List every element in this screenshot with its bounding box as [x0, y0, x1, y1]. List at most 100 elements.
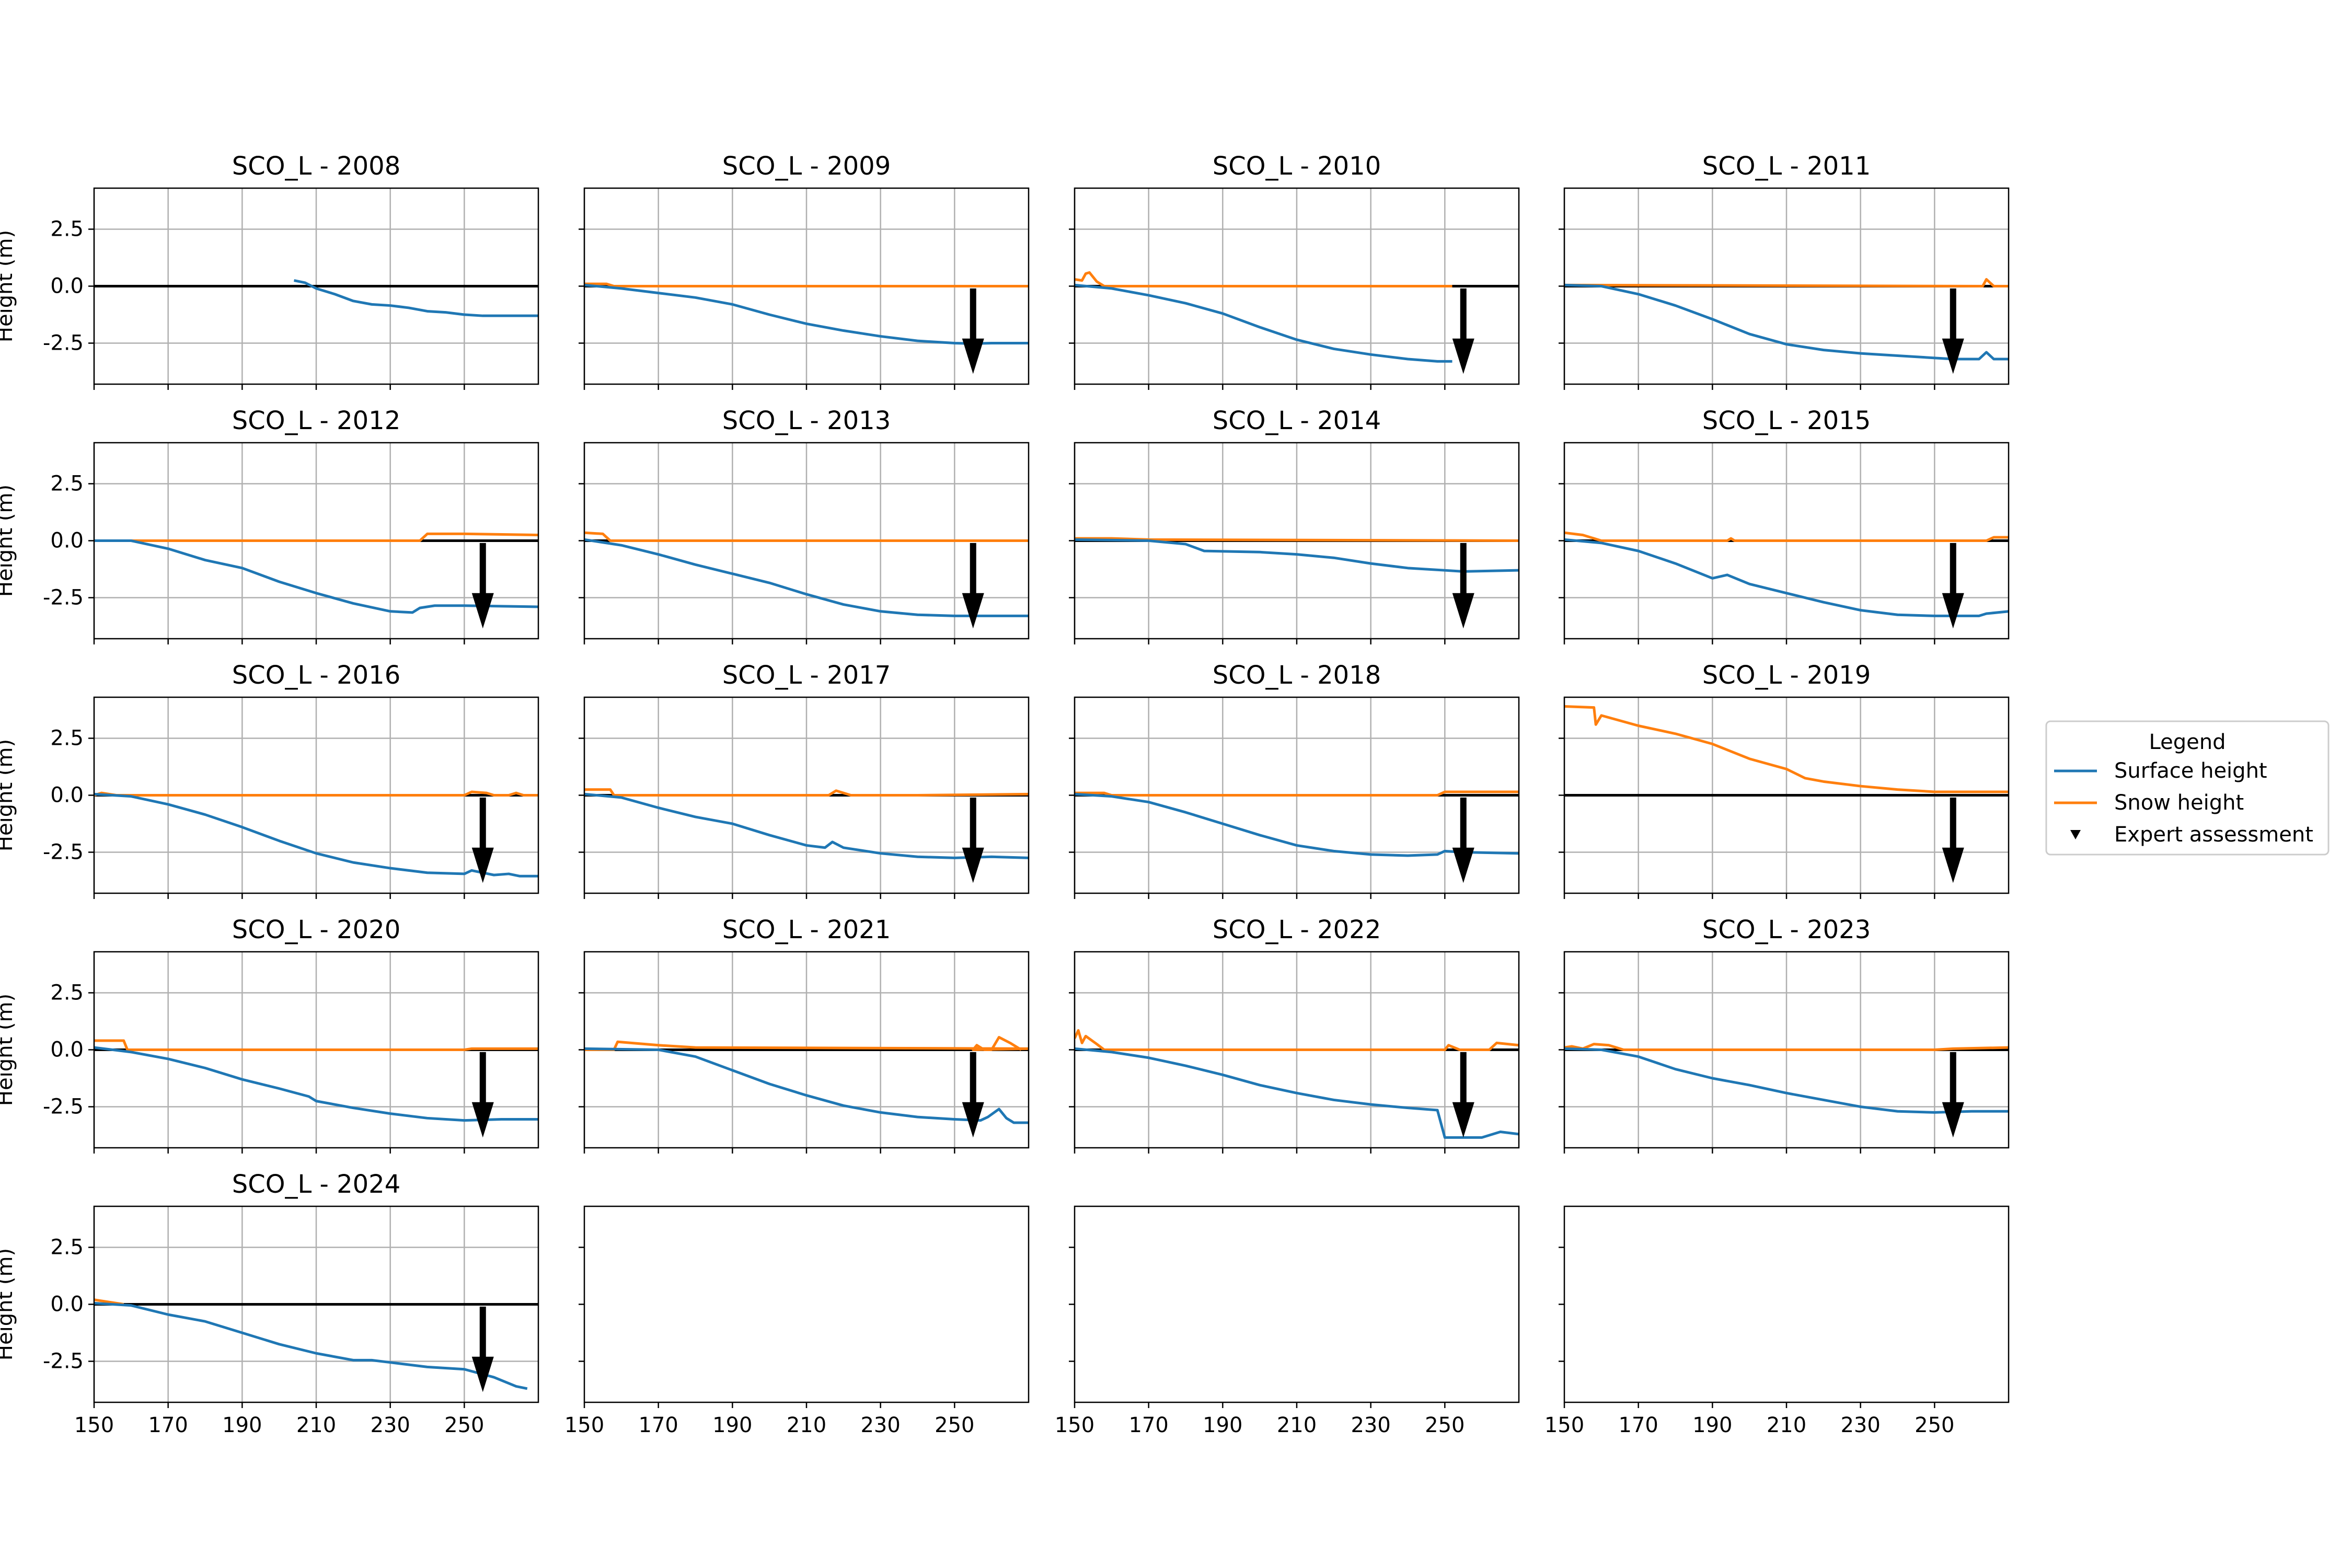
assessment-arrow-head	[1452, 338, 1474, 374]
panel-title: SCO_L - 2020	[232, 915, 401, 944]
snow-height-line	[1564, 705, 2009, 793]
panels: 2.5 0.0 -2.5 Height (m) SCO_L - 2008 SCO_L - …	[0, 152, 2010, 1437]
x-tick-label: 210	[787, 1413, 826, 1437]
panel-title: SCO_L - 2016	[232, 661, 401, 690]
y-tick-label: 0.0	[50, 1038, 84, 1062]
panel-title: SCO_L - 2022	[1213, 915, 1381, 944]
x-tick-label: 190	[1203, 1413, 1242, 1437]
series-group	[1075, 271, 1452, 363]
y-tick-label: 0.0	[50, 274, 84, 298]
panel-4: SCO_L - 2011	[1559, 152, 2010, 390]
surface-height-line	[1075, 283, 1452, 363]
series-group	[293, 279, 538, 317]
y-tick-label: 2.5	[50, 1235, 84, 1259]
y-axis-label: Height (m)	[0, 739, 17, 851]
y-axis-label: Height (m)	[0, 1248, 17, 1361]
assessment-arrow-head	[1452, 847, 1474, 883]
legend-assessment-label: Expert assessment	[2114, 823, 2313, 847]
panel-9: 2.5 0.0 -2.5 Height (m) SCO_L - 2016	[0, 661, 539, 899]
x-tick-label: 170	[1618, 1413, 1658, 1437]
series-group	[1564, 278, 2009, 361]
y-tick-label: 2.5	[50, 981, 84, 1005]
panel-title: SCO_L - 2013	[722, 406, 891, 435]
x-tick-label: 210	[1277, 1413, 1317, 1437]
panel-title: SCO_L - 2009	[722, 152, 891, 181]
panel-title: SCO_L - 2023	[1702, 915, 1871, 944]
series-group	[584, 788, 1029, 859]
series-group	[1564, 1043, 2009, 1114]
panel-1: 2.5 0.0 -2.5 Height (m) SCO_L - 2008	[0, 152, 539, 390]
x-tick-label: 250	[1425, 1413, 1465, 1437]
panel-title: SCO_L - 2024	[232, 1170, 401, 1199]
snow-height-line	[584, 1036, 1029, 1051]
assessment-arrow-head	[962, 1102, 984, 1138]
snow-height-line	[1564, 1043, 2009, 1051]
legend-assessment-marker	[2070, 830, 2081, 839]
snow-height-line	[1075, 537, 1519, 542]
panel-title: SCO_L - 2015	[1702, 406, 1871, 435]
series-group	[94, 1039, 538, 1122]
panel-7: SCO_L - 2014	[1069, 406, 1520, 644]
legend-snow-label: Snow height	[2114, 791, 2244, 815]
x-tick-label: 210	[1767, 1413, 1806, 1437]
assessment-arrow-head	[1942, 1102, 1964, 1138]
x-tick-label: 190	[712, 1413, 752, 1437]
surface-height-line	[1075, 1047, 1519, 1139]
x-tick-label: 230	[1351, 1413, 1390, 1437]
panel-18: 150 170 190 210 230 250	[564, 1205, 1030, 1437]
panel-8: SCO_L - 2015	[1559, 406, 2010, 644]
snow-height-line	[1075, 790, 1519, 797]
snow-height-line	[1075, 1029, 1519, 1051]
panel-title: SCO_L - 2008	[232, 152, 401, 181]
legend-surface-label: Surface height	[2114, 759, 2267, 783]
surface-height-line	[1075, 538, 1519, 573]
assessment-arrow-head	[471, 593, 494, 629]
x-tick-label: 150	[74, 1413, 114, 1437]
series-group	[94, 532, 538, 614]
y-tick-label: 0.0	[50, 783, 84, 808]
series-group	[1564, 705, 2009, 793]
y-tick-label: 0.0	[50, 1293, 84, 1317]
x-tick-label: 150	[1544, 1413, 1584, 1437]
surface-height-line	[1075, 792, 1519, 857]
y-axis-label: Height (m)	[0, 485, 17, 597]
panel-title: SCO_L - 2012	[232, 406, 401, 435]
panel-16: SCO_L - 2023	[1559, 915, 2010, 1154]
snow-height-line	[584, 282, 1029, 287]
panel-12: SCO_L - 2019	[1559, 661, 2010, 899]
y-tick-label: -2.5	[43, 586, 84, 610]
series-group	[1075, 790, 1519, 857]
panel-14: SCO_L - 2021	[579, 915, 1030, 1154]
panel-6: SCO_L - 2013	[579, 406, 1030, 644]
panel-title: SCO_L - 2021	[722, 915, 891, 944]
surface-height-line	[1564, 538, 2009, 617]
legend-title: Legend	[2149, 730, 2226, 754]
y-tick-label: 2.5	[50, 217, 84, 241]
series-group	[1075, 1029, 1519, 1139]
assessment-arrow-head	[471, 1102, 494, 1138]
y-axis-label: Height (m)	[0, 994, 17, 1106]
assessment-arrow-head	[1942, 847, 1964, 883]
series-group	[1564, 531, 2009, 617]
surface-height-line	[584, 792, 1029, 859]
x-tick-label: 250	[935, 1413, 974, 1437]
series-group	[94, 790, 538, 878]
snow-height-line	[1564, 531, 2009, 542]
legend-box	[2045, 720, 2330, 856]
surface-height-line	[584, 538, 1029, 617]
panel-title: SCO_L - 2010	[1213, 152, 1381, 181]
assessment-arrow-head	[962, 847, 984, 883]
x-tick-label: 190	[222, 1413, 262, 1437]
x-tick-label: 250	[1915, 1413, 1954, 1437]
surface-height-line	[293, 279, 538, 317]
panel-title: SCO_L - 2018	[1213, 661, 1381, 690]
panel-3: SCO_L - 2010	[1069, 152, 1520, 390]
series-group	[584, 531, 1029, 617]
x-tick-label: 150	[1055, 1413, 1094, 1437]
panel-title: SCO_L - 2019	[1702, 661, 1871, 690]
x-tick-label: 230	[370, 1413, 410, 1437]
assessment-arrow-head	[471, 847, 494, 883]
x-tick-label: 210	[296, 1413, 336, 1437]
panel-5: 2.5 0.0 -2.5 Height (m) SCO_L - 2012	[0, 406, 539, 644]
y-tick-label: 0.0	[50, 529, 84, 553]
